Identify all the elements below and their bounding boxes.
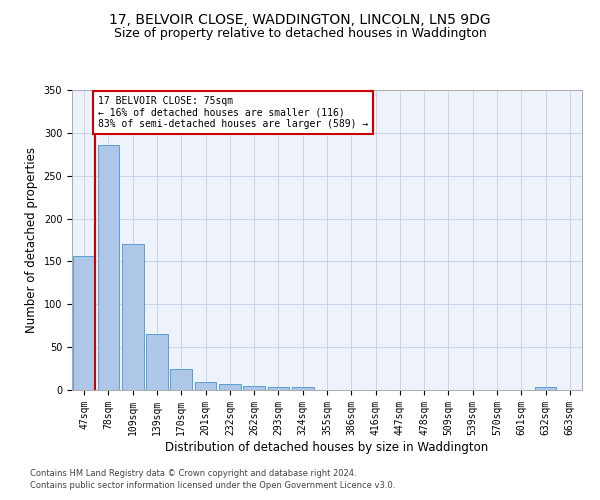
Text: Contains public sector information licensed under the Open Government Licence v3: Contains public sector information licen… (30, 481, 395, 490)
Text: Size of property relative to detached houses in Waddington: Size of property relative to detached ho… (113, 28, 487, 40)
Bar (73, 256, 95, 390)
Bar (243, 386, 265, 390)
Text: 17, BELVOIR CLOSE, WADDINGTON, LINCOLN, LN5 9DG: 17, BELVOIR CLOSE, WADDINGTON, LINCOLN, … (109, 12, 491, 26)
Bar (97, 145, 119, 390)
Text: Contains HM Land Registry data © Crown copyright and database right 2024.: Contains HM Land Registry data © Crown c… (30, 468, 356, 477)
Bar (535, 388, 556, 390)
Bar (146, 334, 168, 390)
Bar (292, 388, 314, 390)
Bar (170, 368, 192, 390)
X-axis label: Distribution of detached houses by size in Waddington: Distribution of detached houses by size … (166, 440, 488, 454)
Bar (219, 384, 241, 390)
Bar (268, 386, 289, 390)
Y-axis label: Number of detached properties: Number of detached properties (25, 147, 38, 333)
Text: 17 BELVOIR CLOSE: 75sqm
← 16% of detached houses are smaller (116)
83% of semi-d: 17 BELVOIR CLOSE: 75sqm ← 16% of detache… (98, 96, 368, 129)
Bar (122, 244, 143, 390)
Bar (194, 382, 217, 390)
